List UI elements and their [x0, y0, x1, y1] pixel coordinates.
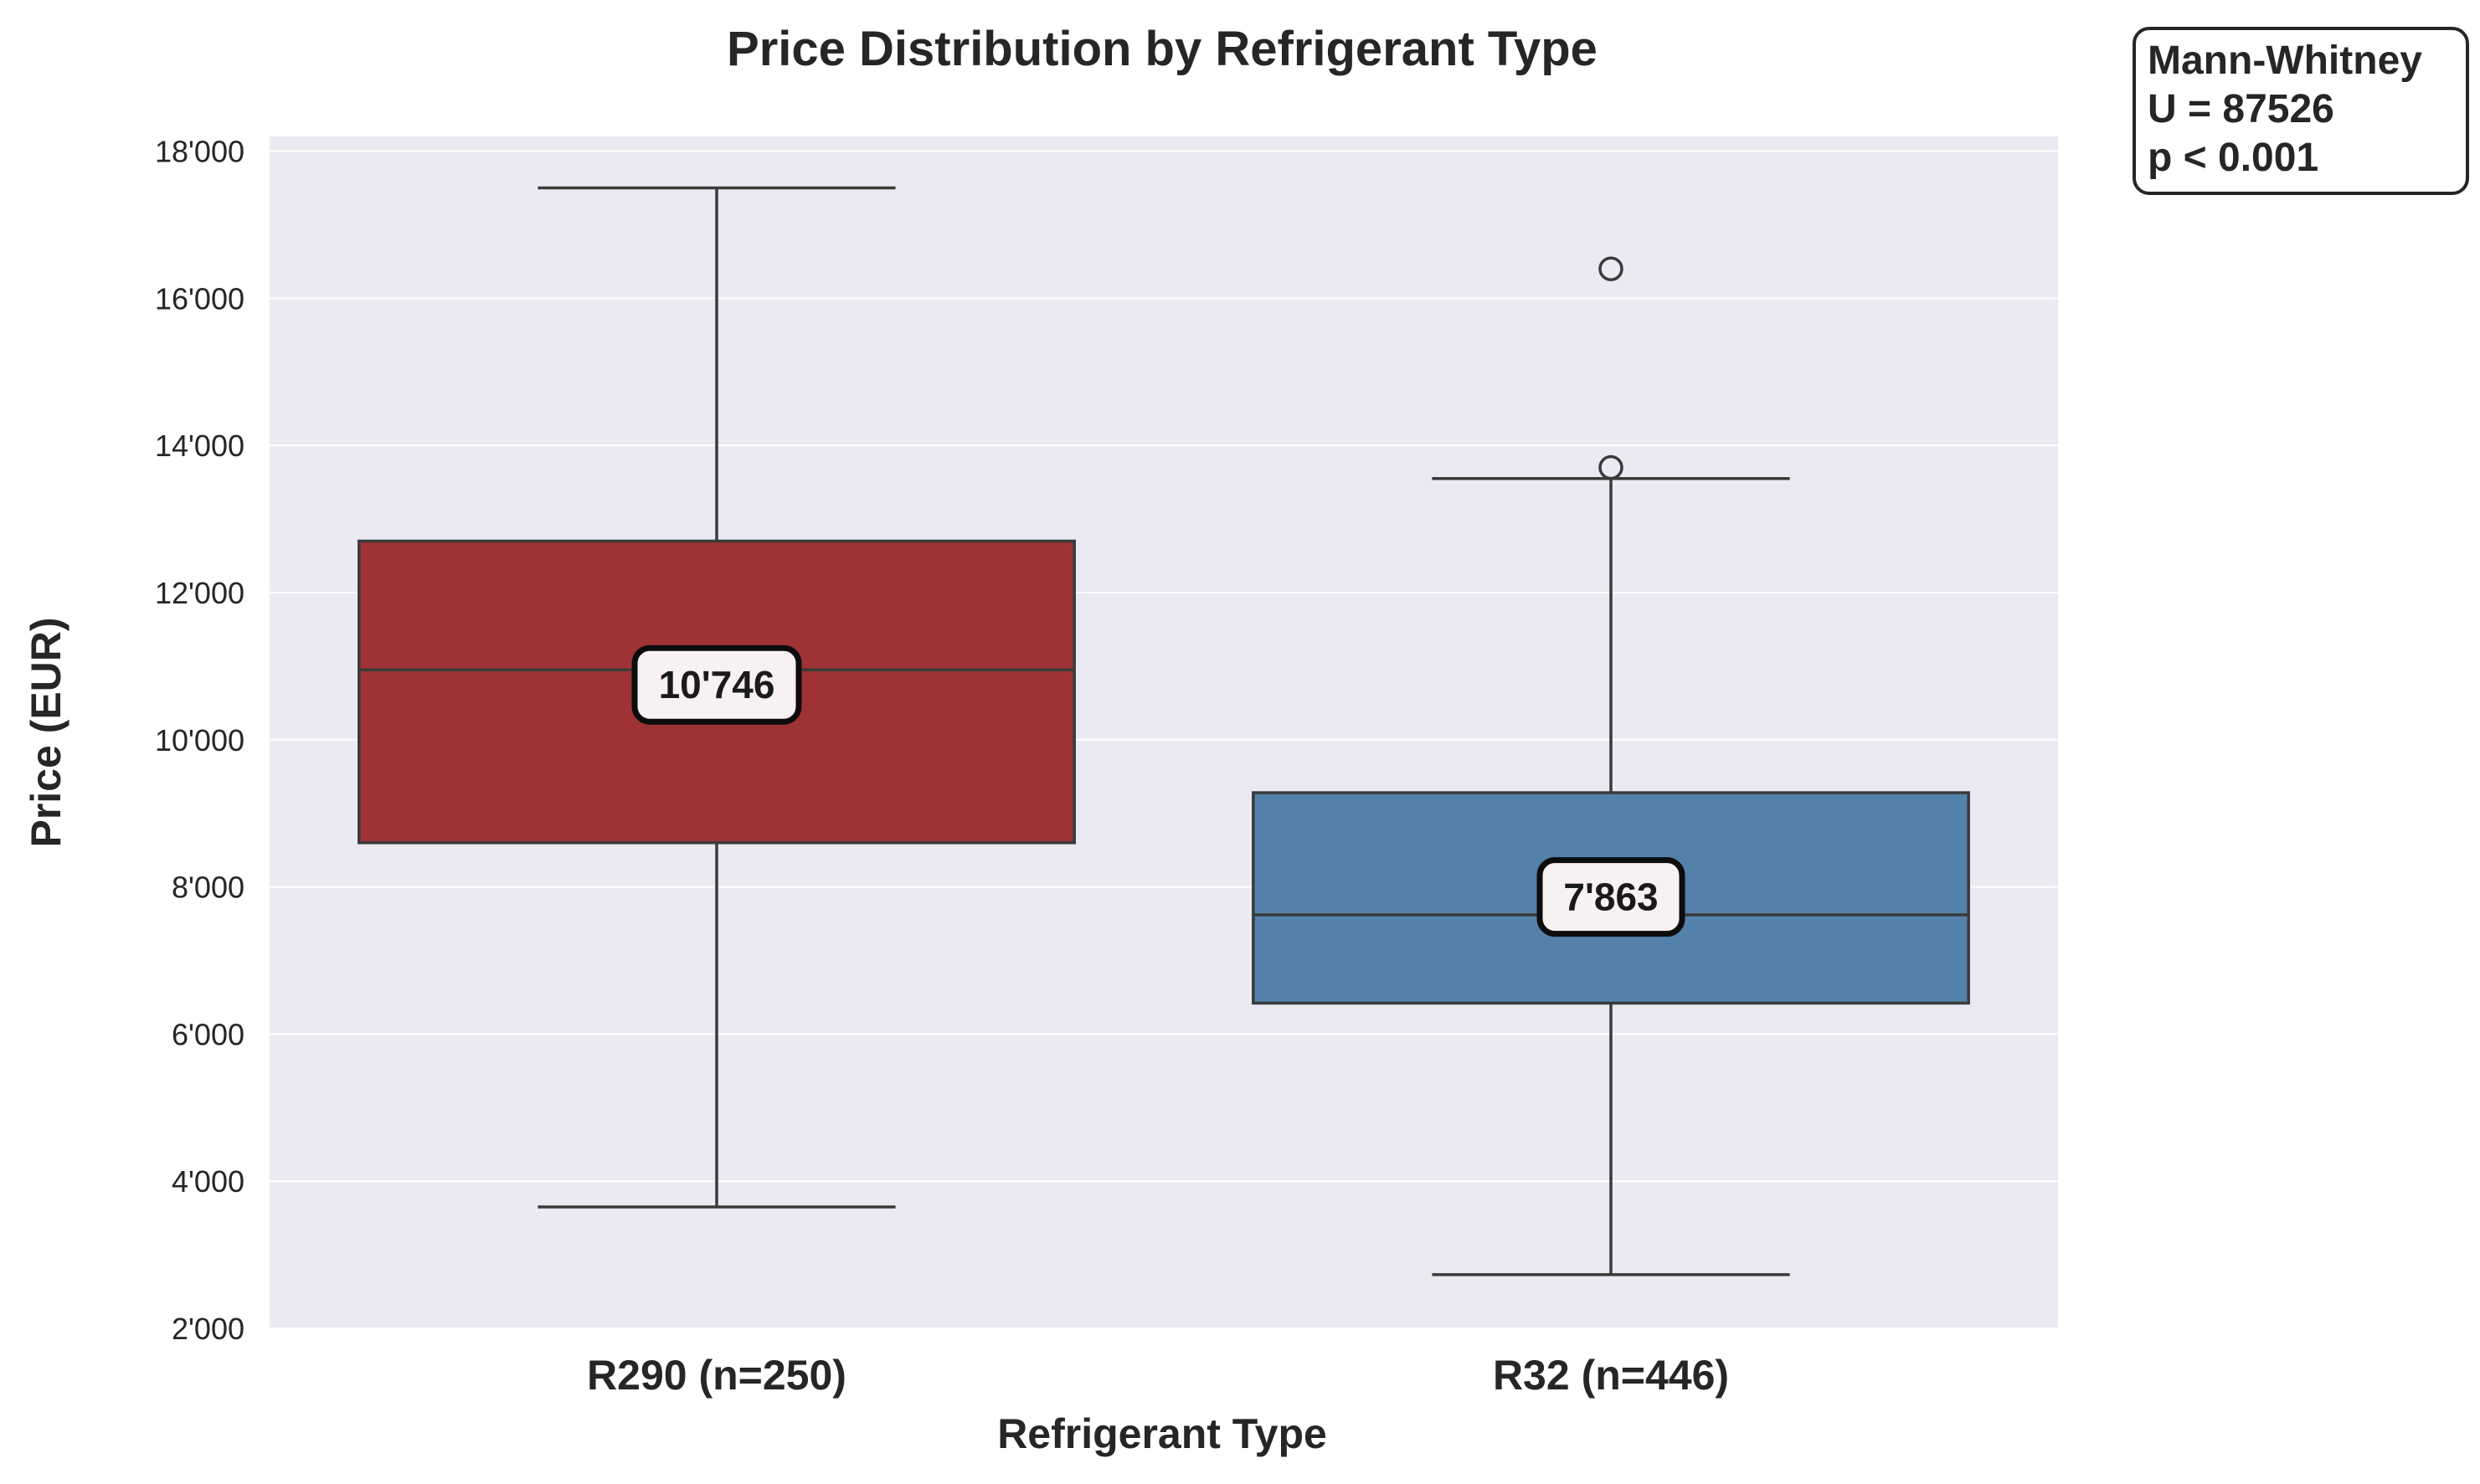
y-axis-ticks: 2'000 4'000 6'000 8'000 10'000 12'000 14'000 16… [155, 135, 244, 1346]
y-tick-label: 12'000 [155, 576, 244, 610]
gridlines [270, 150, 2058, 1329]
median-label-box [631, 644, 802, 725]
outlier-point [1598, 256, 1623, 281]
x-tick-label: R32 (n=446) [1493, 1352, 1729, 1399]
stat-annotation-box [2133, 27, 2469, 195]
box-1: 10'746 [358, 186, 1076, 1209]
y-tick-label: 10'000 [155, 723, 244, 757]
y-tick-label: 2'000 [172, 1312, 244, 1346]
y-tick-label: 16'000 [155, 281, 244, 316]
x-axis-ticks: R290 (n=250) R32 (n=446) [587, 1352, 1729, 1399]
y-tick-label: 18'000 [155, 135, 244, 169]
stat-test-name: Mann-Whitney [2148, 39, 2422, 83]
y-tick-label: 8'000 [172, 870, 244, 905]
median-label: 10'746 [659, 663, 775, 706]
x-axis-title: Refrigerant Type [997, 1410, 1327, 1457]
chart-title: Price Distribution by Refrigerant Type [727, 22, 1598, 76]
y-axis-title: Price (EUR) [23, 617, 69, 847]
median-label-box [1536, 857, 1685, 937]
median-label: 7'863 [1563, 876, 1658, 919]
y-tick-label: 4'000 [172, 1164, 244, 1199]
box-2: 7'863 [1252, 256, 1970, 1276]
outlier-point [1598, 454, 1623, 480]
stat-annotation: Mann-Whitney U = 87526 p < 0.001 [2133, 27, 2469, 195]
y-tick-label: 6'000 [172, 1017, 244, 1051]
y-tick-label: 14'000 [155, 429, 244, 463]
boxes: 10'746 7'863 [358, 186, 1970, 1276]
stat-p-value: p < 0.001 [2148, 136, 2318, 180]
stat-u-value: U = 87526 [2148, 87, 2334, 131]
x-tick-label: R290 (n=250) [587, 1352, 846, 1399]
